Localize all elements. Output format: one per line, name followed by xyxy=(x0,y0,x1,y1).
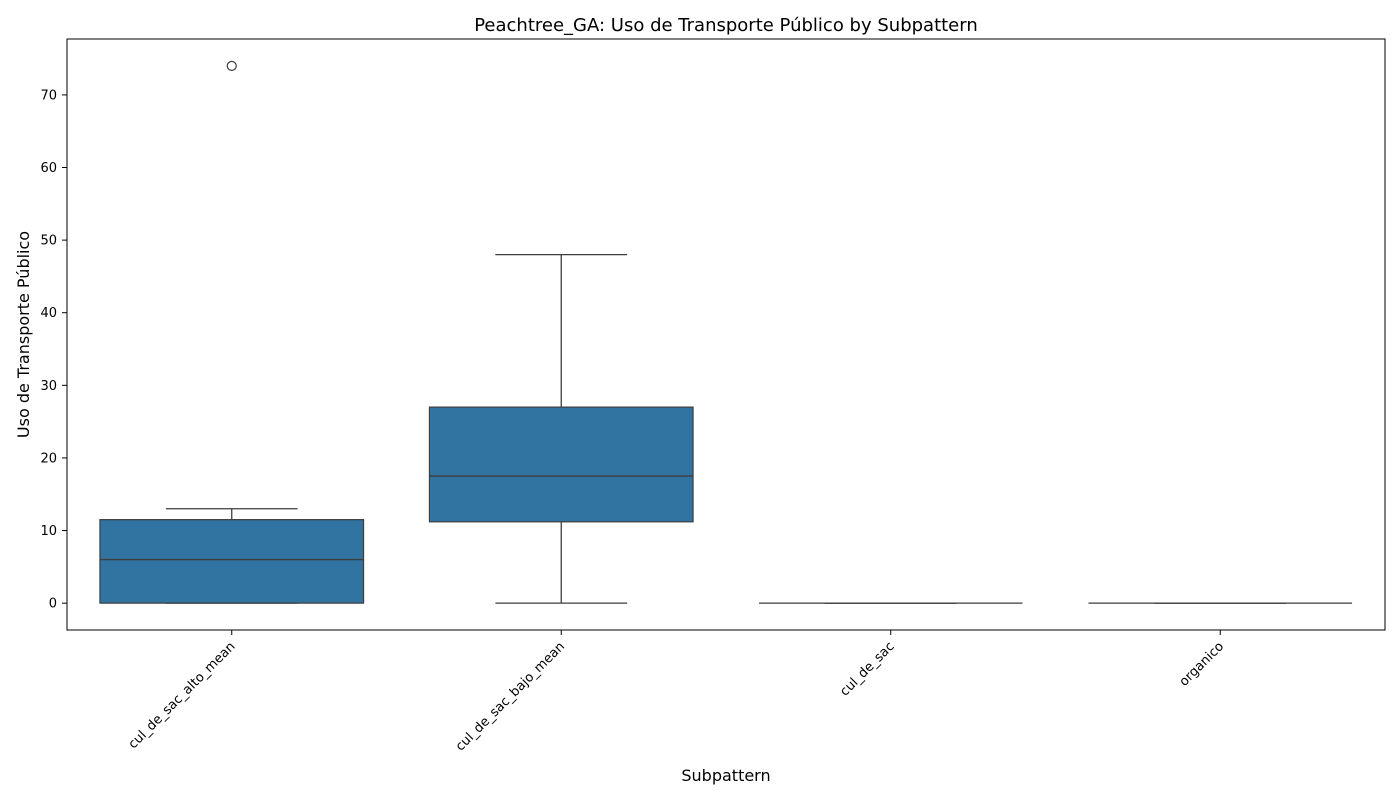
outlier-point xyxy=(226,60,237,71)
y-tick-label: 30 xyxy=(40,379,57,394)
y-tick-label: 70 xyxy=(40,88,57,103)
chart-title: Peachtree_GA: Uso de Transporte Público … xyxy=(474,15,978,36)
x-tick-label: cul_de_sac_bajo_mean xyxy=(453,639,568,754)
plot-area-frame xyxy=(66,38,1386,631)
y-tick-label: 20 xyxy=(40,451,57,466)
y-tick-label: 40 xyxy=(40,306,57,321)
box-cul_de_sac_alto_mean xyxy=(99,60,365,604)
x-axis-label: Subpattern xyxy=(681,766,770,785)
y-tick-label: 0 xyxy=(49,597,57,612)
x-tick-label: cul_de_sac xyxy=(837,639,897,699)
y-tick-label: 10 xyxy=(40,524,57,539)
y-axis-label: Uso de Transporte Público xyxy=(14,231,33,438)
box-series xyxy=(99,60,1353,604)
y-tick-label: 60 xyxy=(40,161,57,176)
y-axis-ticks: 0 10 20 30 40 50 60 70 xyxy=(40,88,67,612)
x-tick-label: cul_de_sac_alto_mean xyxy=(126,639,239,752)
x-tick-label: organico xyxy=(1177,639,1227,689)
iqr-box xyxy=(428,406,694,523)
x-axis-ticks: cul_de_sac_alto_mean cul_de_sac_bajo_mean… xyxy=(126,630,1227,754)
iqr-box xyxy=(99,519,365,604)
y-tick-label: 50 xyxy=(40,234,57,249)
box-cul_de_sac_bajo_mean xyxy=(428,253,694,604)
